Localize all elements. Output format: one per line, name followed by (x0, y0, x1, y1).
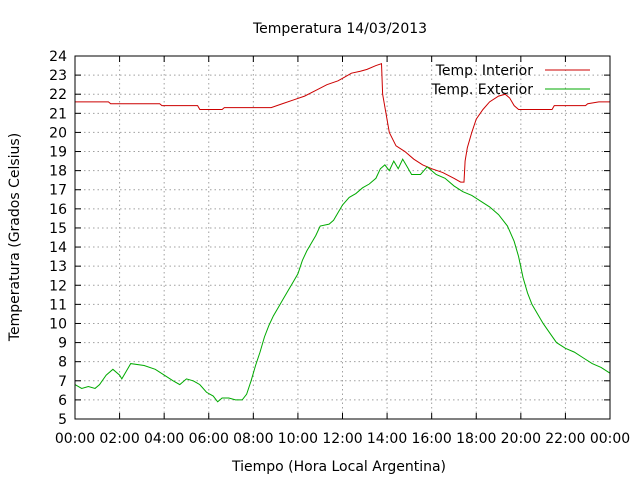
y-tick-label: 23 (49, 68, 67, 84)
y-tick-labels: 5 6 7 8 9 10 11 12 13 14 15 16 17 18 19 20 21 22 23 24 (49, 49, 67, 428)
y-tick-label: 17 (49, 183, 67, 199)
y-tick-label: 16 (49, 202, 67, 218)
series-line-exterior (74, 158, 611, 403)
y-tick-label: 15 (49, 221, 67, 237)
x-tick-label: 14:00 (367, 431, 407, 447)
x-tick-label: 16:00 (411, 431, 451, 447)
x-tick-label: 10:00 (278, 431, 318, 447)
y-tick-label: 9 (58, 336, 67, 352)
y-tick-label: 8 (58, 355, 67, 371)
x-tick-label: 00:00 (55, 431, 95, 447)
y-tick-label: 13 (49, 259, 67, 275)
series-line-interior (75, 62, 610, 183)
x-tick-label: 08:00 (233, 431, 273, 447)
y-axis-label: Temperatura (Grados Celsius) (7, 133, 23, 342)
y-tick-label: 5 (58, 412, 67, 428)
y-tick-label: 20 (49, 125, 67, 141)
y-tick-label: 11 (49, 297, 67, 313)
x-tick-labels: 00:00 02:00 04:00 06:00 08:00 10:00 12:00 14:00… (55, 431, 630, 447)
y-tick-label: 19 (49, 145, 67, 161)
chart-title: Temperatura 14/03/2013 (252, 21, 427, 37)
x-tick-label: 22:00 (545, 431, 585, 447)
legend-label-interior: Temp. Interior (435, 63, 534, 79)
legend-label-exterior: Temp. Exterior (431, 82, 534, 98)
x-tick-label: 04:00 (144, 431, 184, 447)
x-tick-label: 18:00 (456, 431, 496, 447)
y-tick-label: 21 (49, 106, 67, 122)
tick-marks (74, 55, 611, 420)
x-tick-label: 12:00 (322, 431, 362, 447)
x-tick-label: 02:00 (99, 431, 139, 447)
y-tick-label: 12 (49, 278, 67, 294)
y-tick-label: 10 (49, 316, 67, 332)
y-tick-label: 18 (49, 164, 67, 180)
y-tick-label: 22 (49, 87, 67, 103)
x-tick-label: 06:00 (189, 431, 229, 447)
y-tick-label: 7 (58, 374, 67, 390)
series-layer (74, 62, 611, 403)
x-axis-label: Tiempo (Hora Local Argentina) (231, 459, 446, 475)
x-tick-label: 20:00 (501, 431, 541, 447)
grid-lines (75, 56, 610, 419)
x-tick-label: 00:00 (590, 431, 630, 447)
y-tick-label: 6 (58, 393, 67, 409)
legend: Temp. Interior Temp. Exterior (431, 63, 590, 98)
y-tick-label: 14 (49, 240, 67, 256)
y-tick-label: 24 (49, 49, 67, 65)
